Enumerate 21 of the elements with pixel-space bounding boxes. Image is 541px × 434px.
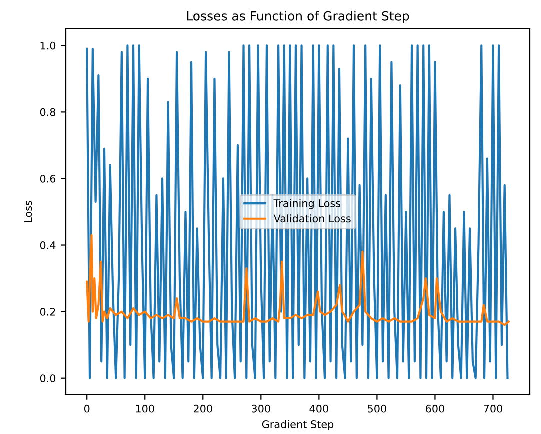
y-tick-label: 0.0 [40,374,56,382]
x-tick-label: 300 [252,404,270,413]
y-tick-label: 0.8 [40,108,56,116]
x-tick-label: 100 [136,404,154,413]
chart-title: Losses as Function of Gradient Step [187,11,410,24]
x-tick-label: 200 [194,404,212,413]
legend-label: Validation Loss [274,214,351,223]
x-tick-label: 700 [484,404,502,413]
y-tick-label: 0.4 [40,242,56,250]
y-axis-title: Loss [24,201,32,222]
y-tick-label: 1.0 [40,42,56,50]
x-axis-title: Gradient Step [262,420,334,430]
legend-label: Training Loss [274,199,341,210]
y-tick-label: 0.2 [40,308,56,316]
x-tick-label: 400 [310,404,328,413]
x-tick-label: 0 [84,404,90,413]
line-series [86,234,510,326]
line-series [86,44,509,380]
x-tick-label: 600 [426,404,444,413]
y-tick-label: 0.6 [40,174,56,183]
x-tick-label: 500 [368,404,386,413]
